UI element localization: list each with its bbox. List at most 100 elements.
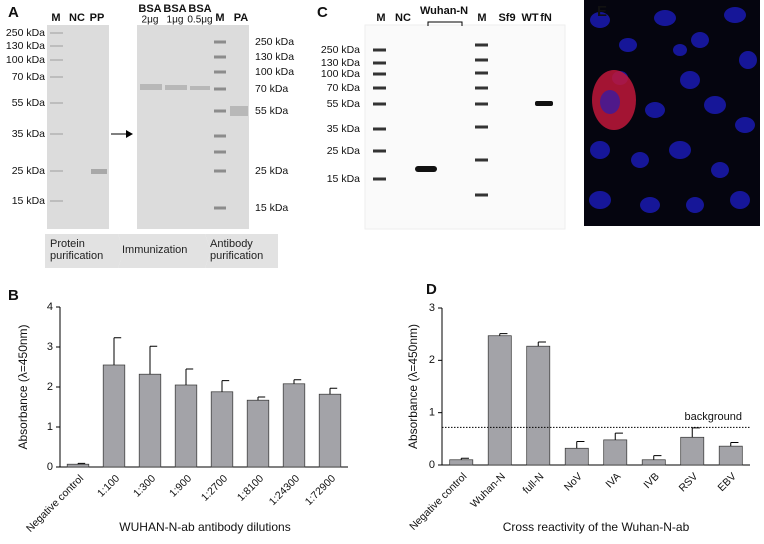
- y-tick-label: 3: [429, 302, 435, 314]
- panel-label: D: [426, 281, 437, 298]
- lane-label: NC: [69, 12, 85, 24]
- x-tick-label: 1:8100: [235, 472, 266, 503]
- bar: [102, 364, 126, 468]
- arrow-head: [126, 130, 133, 138]
- marker-label: 25 kDa: [255, 165, 288, 177]
- lane-label: PP: [90, 12, 105, 24]
- lane-label: M: [376, 12, 385, 24]
- marker-label: 55 kDa: [255, 105, 288, 117]
- marker-label: 130 kDa: [255, 51, 294, 63]
- marker-label: 55 kDa: [12, 97, 45, 109]
- x-tick-label: EBV: [715, 471, 738, 494]
- x-tick-label: 1:100: [95, 472, 122, 499]
- lane-label: BSA: [138, 3, 161, 15]
- panel-label: B: [8, 287, 19, 304]
- marker-label: 35 kDa: [327, 123, 360, 135]
- marker-label: 25 kDa: [327, 145, 360, 157]
- error-bar: [329, 387, 338, 395]
- ladder: [373, 43, 488, 197]
- ladder: [50, 32, 63, 202]
- x-tick-label: IVA: [603, 471, 623, 491]
- x-tick-label: full-N: [521, 471, 547, 497]
- x-tick-label: 1:300: [131, 472, 158, 499]
- lane-amount: 0.5μg: [187, 15, 212, 26]
- lane-label: BSA: [163, 3, 186, 15]
- x-tick-label: Negative control: [24, 473, 86, 535]
- marker-label: 35 kDa: [12, 128, 45, 140]
- error-bar: [576, 440, 585, 449]
- panel-label: A: [8, 4, 19, 21]
- x-axis-label: WUHAN-N-ab antibody dilutions: [119, 520, 290, 534]
- marker-label: 70 kDa: [327, 82, 360, 94]
- lane-label: M: [215, 12, 224, 24]
- y-tick-label: 1: [429, 407, 435, 419]
- panel-label: E: [597, 3, 607, 20]
- ladder: [214, 40, 226, 210]
- bracket: [427, 21, 463, 26]
- y-tick-label: 2: [47, 381, 53, 393]
- bar: [318, 393, 342, 468]
- error-bar: [113, 337, 122, 365]
- lane-amount: 1μg: [167, 15, 184, 26]
- step-shape: [205, 234, 278, 268]
- lane-label: PA: [234, 12, 249, 24]
- error-bar: [293, 379, 302, 384]
- group-label: Wuhan-N: [420, 5, 468, 17]
- marker-label: 130 kDa: [6, 40, 45, 52]
- bar: [641, 459, 666, 466]
- marker-label: 250 kDa: [255, 36, 294, 48]
- error-bar: [730, 441, 739, 447]
- error-bar: [614, 432, 623, 440]
- marker-label: 70 kDa: [12, 71, 45, 83]
- error-bar: [537, 341, 546, 347]
- marker-label: 15 kDa: [12, 195, 45, 207]
- bar: [449, 459, 474, 466]
- x-tick-label: Negative control: [407, 471, 469, 533]
- step-shape: [45, 234, 124, 268]
- bands: [140, 84, 248, 116]
- x-tick-label: IVB: [641, 471, 661, 491]
- error-bar: [77, 462, 86, 465]
- y-tick-label: 0: [429, 459, 435, 471]
- lane-label: BSA: [188, 3, 211, 15]
- y-tick-label: 0: [47, 461, 53, 473]
- y-tick-label: 3: [47, 341, 53, 353]
- error-bar: [221, 380, 230, 392]
- x-tick-label: NoV: [562, 471, 585, 494]
- marker-label: 15 kDa: [255, 202, 288, 214]
- lane-label: WT: [521, 12, 538, 24]
- bar: [718, 445, 743, 466]
- blot: [364, 24, 566, 230]
- step-shape: [118, 234, 211, 268]
- panel-labels: A B C D E: [8, 3, 607, 304]
- bar: [174, 384, 198, 468]
- error-bar: [257, 396, 266, 401]
- x-tick-label: 1:72900: [303, 472, 338, 507]
- step: Antibody purification: [210, 238, 264, 262]
- error-bar: [185, 368, 194, 385]
- x-axis-label: Cross reactivity of the Wuhan-N-ab: [503, 520, 690, 534]
- error-bar: [653, 455, 662, 460]
- bar: [603, 439, 628, 466]
- gel: [137, 25, 249, 229]
- y-tick-label: 4: [47, 301, 53, 313]
- x-tick-label: 1:2700: [199, 472, 230, 503]
- nucleus: [600, 90, 620, 114]
- marker-label: 100 kDa: [321, 68, 360, 80]
- lane-label: NC: [395, 12, 411, 24]
- bar: [526, 345, 551, 466]
- error-bar: [460, 457, 469, 460]
- step: Protein purification: [50, 238, 104, 262]
- error-bar: [149, 345, 158, 375]
- gel: [47, 25, 109, 229]
- marker-label: 250 kDa: [6, 27, 45, 39]
- lane-label: M: [477, 12, 486, 24]
- lane-label: fN: [540, 12, 552, 24]
- lane-label: Sf9: [498, 12, 515, 24]
- bar: [282, 383, 306, 468]
- marker-label: 15 kDa: [327, 173, 360, 185]
- marker-label: 70 kDa: [255, 83, 288, 95]
- y-tick-label: 2: [429, 354, 435, 366]
